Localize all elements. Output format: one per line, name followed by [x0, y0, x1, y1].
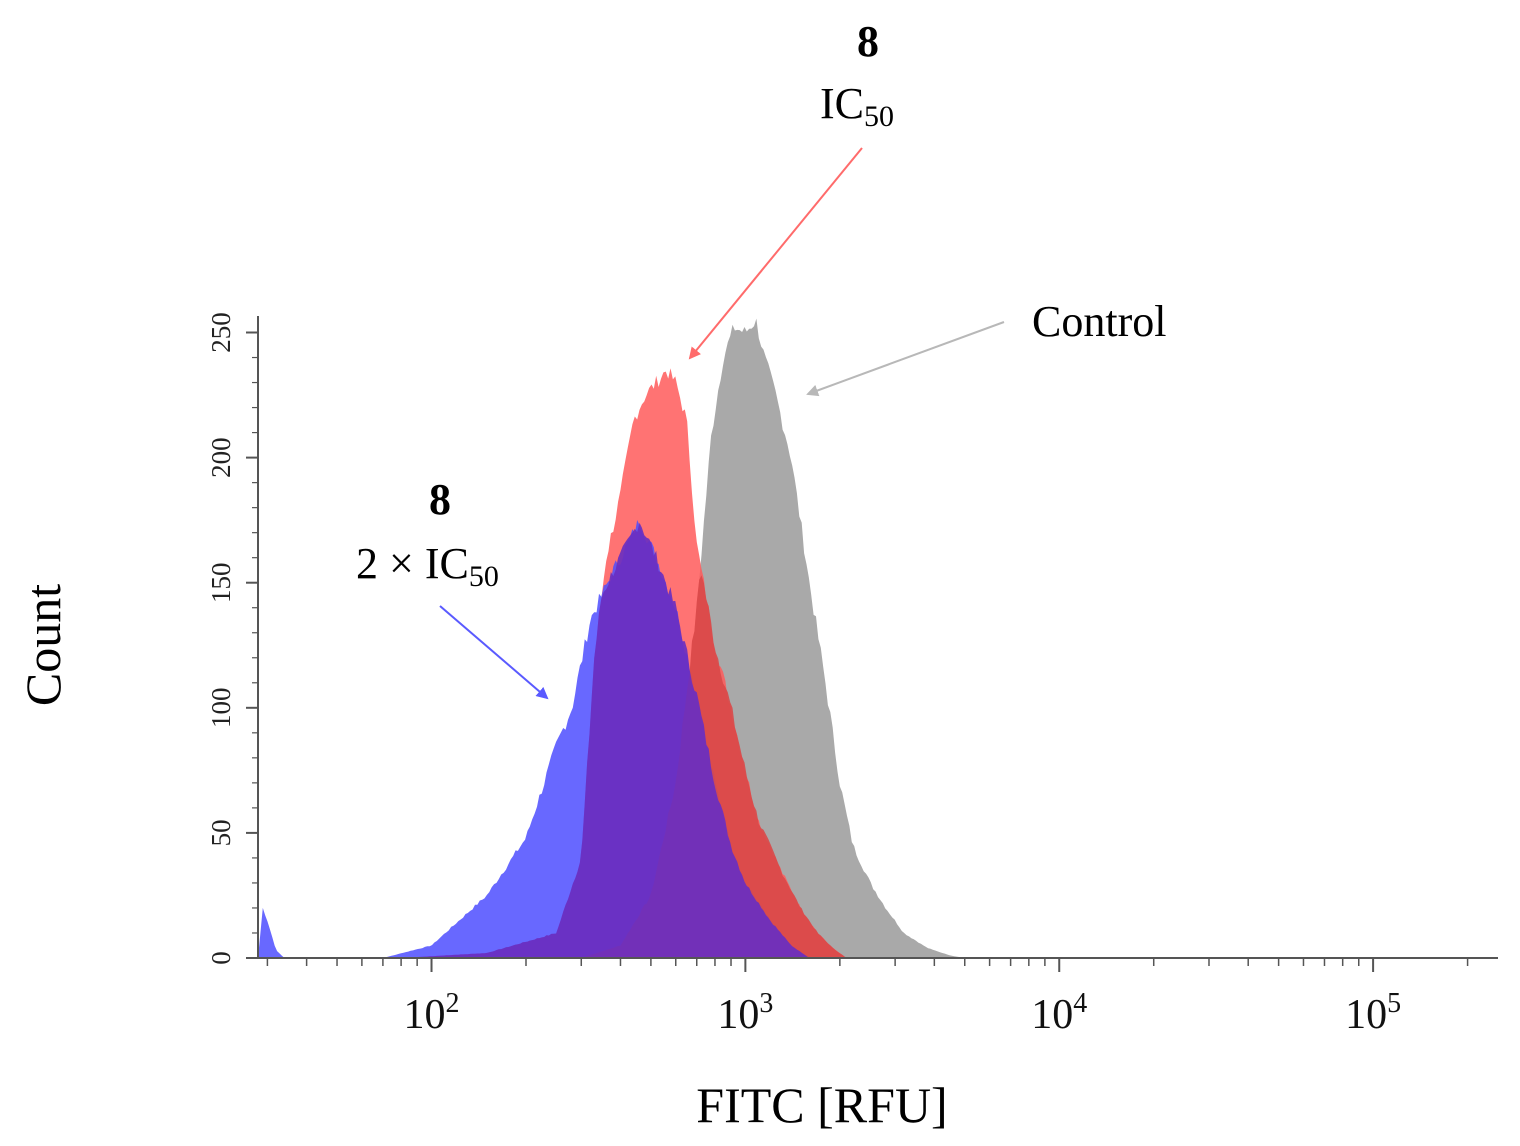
annotation-ic50: 8 IC50 — [688, 17, 894, 360]
series-ic50-area — [258, 368, 1498, 958]
annotation-ic50-compound: 8 — [857, 17, 879, 66]
y-axis-ticks: 0 50 100 150 200 250 — [206, 312, 258, 965]
overlap-2ic50-control-area — [258, 522, 1498, 958]
annotation-2ic50-label: 2 × IC50 — [356, 539, 499, 593]
annotation-2ic50-arrow — [439, 605, 549, 700]
annotation-control-arrow — [806, 321, 1005, 397]
x-axis-title: FITC [RFU] — [696, 1077, 947, 1133]
annotation-ic50-arrow — [688, 147, 863, 360]
y-tick-label: 150 — [206, 562, 236, 603]
x-tick-label: 102 — [404, 988, 460, 1038]
y-axis-title: Count — [15, 584, 71, 706]
annotation-ic50-label: IC50 — [820, 79, 894, 133]
x-tick-label: 104 — [1031, 988, 1087, 1038]
annotation-2ic50-main: 2 × IC — [356, 539, 469, 588]
y-tick-label: 250 — [206, 312, 236, 353]
annotation-2ic50: 8 2 × IC50 — [356, 475, 549, 700]
x-axis-ticks: 102 103 104 105 — [266, 958, 1469, 1038]
series-2ic50-area — [258, 520, 1498, 958]
x-tick-label: 103 — [717, 988, 773, 1038]
y-tick-label: 200 — [206, 437, 236, 478]
series-layer — [258, 318, 1498, 959]
annotation-ic50-main: IC — [820, 79, 864, 128]
annotation-ic50-sub: 50 — [864, 100, 894, 133]
annotation-control: Control — [806, 297, 1166, 397]
y-tick-label: 0 — [206, 951, 236, 965]
y-tick-label: 100 — [206, 688, 236, 729]
y-tick-label: 50 — [206, 819, 236, 846]
series-control-area — [258, 318, 1498, 959]
annotation-2ic50-sub: 50 — [469, 560, 499, 593]
annotation-2ic50-compound: 8 — [429, 475, 451, 524]
annotation-control-label: Control — [1032, 297, 1166, 346]
x-tick-label: 105 — [1345, 988, 1401, 1038]
